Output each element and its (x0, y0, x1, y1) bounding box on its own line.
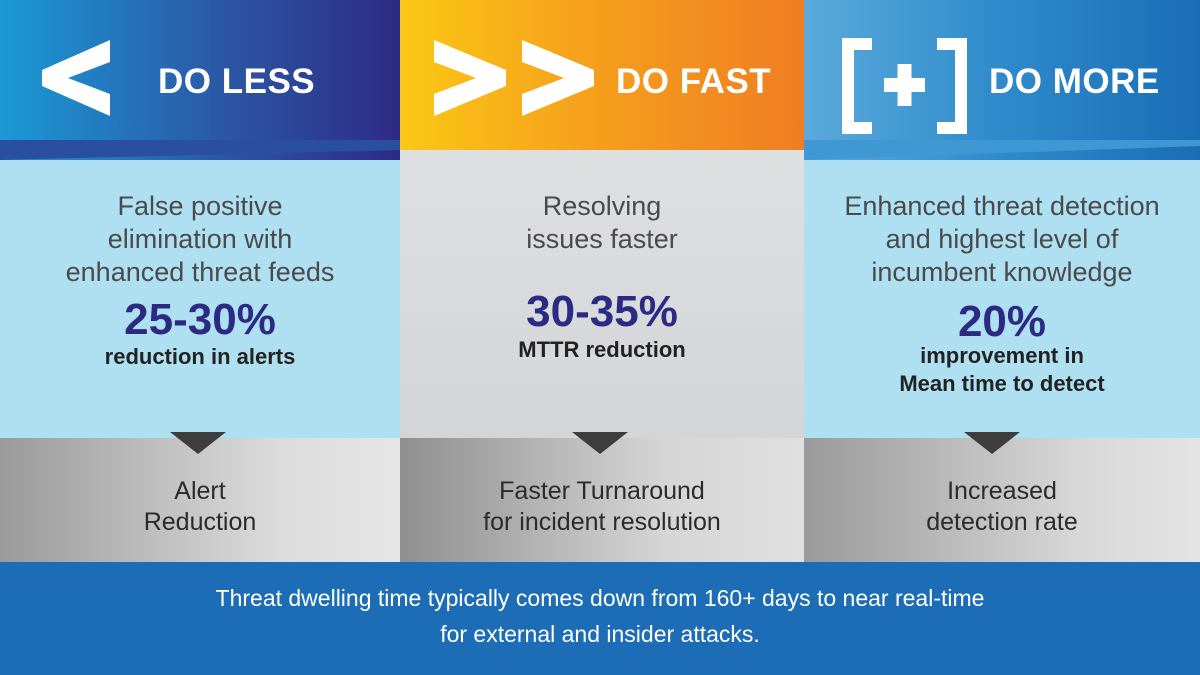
do-more-stat-caption: improvement in Mean time to detect (804, 342, 1200, 398)
do-less-title: DO LESS (158, 62, 316, 101)
header-slant (804, 140, 1200, 160)
do-fast-description: Resolving issues faster (400, 190, 804, 256)
result-line: for incident resolution (483, 508, 721, 536)
down-arrow-icon (572, 432, 628, 454)
result-line: detection rate (926, 508, 1078, 536)
desc-line: enhanced threat feeds (65, 257, 335, 287)
do-fast-result: Faster Turnaround for incident resolutio… (400, 476, 804, 538)
do-fast-result-band (400, 438, 804, 562)
do-more-result-band (804, 438, 1200, 562)
do-more-column: DO MORE Enhanced threat detection and hi… (804, 0, 1200, 562)
do-more-header: DO MORE (804, 0, 1200, 160)
stat-caption-line: improvement in (920, 343, 1084, 368)
do-less-column: DO LESS False positive elimination with … (0, 0, 400, 562)
desc-line: False positive (117, 191, 283, 221)
do-fast-stat-caption: MTTR reduction (400, 336, 804, 364)
do-fast-header: DO FAST (400, 0, 804, 150)
desc-line: issues faster (526, 224, 678, 254)
do-more-result: Increased detection rate (804, 476, 1200, 538)
do-fast-stat: 30-35% (526, 287, 678, 336)
double-chevron-right-icon (434, 40, 594, 116)
less-than-icon (42, 40, 110, 116)
do-fast-title: DO FAST (616, 62, 772, 101)
result-line: Increased (947, 477, 1057, 505)
down-arrow-icon (170, 432, 226, 454)
desc-line: Resolving (542, 191, 662, 221)
do-less-header: DO LESS (0, 0, 400, 160)
result-line: Faster Turnaround (499, 477, 705, 505)
do-more-description: Enhanced threat detection and highest le… (804, 190, 1200, 289)
footer-banner: Threat dwelling time typically comes dow… (0, 562, 1200, 675)
bracket-plus-icon (842, 38, 967, 134)
do-less-stat-caption: reduction in alerts (0, 343, 400, 371)
do-less-result: Alert Reduction (0, 476, 400, 538)
do-less-description: False positive elimination with enhanced… (0, 190, 400, 289)
desc-line: incumbent knowledge (871, 257, 1133, 287)
do-more-title: DO MORE (989, 62, 1160, 101)
desc-line: and highest level of (885, 224, 1119, 254)
stat-caption-line: Mean time to detect (899, 371, 1105, 396)
desc-line: elimination with (107, 224, 293, 254)
do-fast-column: DO FAST Resolving issues faster 30-35% M… (400, 0, 804, 562)
footer-line: for external and insider attacks. (440, 621, 760, 647)
stat-caption-line: reduction in alerts (104, 344, 296, 369)
down-arrow-icon (964, 432, 1020, 454)
desc-line: Enhanced threat detection (844, 191, 1160, 221)
result-line: Alert (174, 477, 226, 505)
footer-line: Threat dwelling time typically comes dow… (215, 585, 985, 611)
do-less-result-band (0, 438, 400, 562)
result-line: Reduction (143, 508, 257, 536)
do-more-stat: 20% (957, 297, 1047, 346)
do-less-stat: 25-30% (124, 295, 276, 344)
stat-caption-line: MTTR reduction (518, 337, 686, 362)
footer-text: Threat dwelling time typically comes dow… (0, 580, 1200, 652)
header-slant (0, 140, 400, 160)
